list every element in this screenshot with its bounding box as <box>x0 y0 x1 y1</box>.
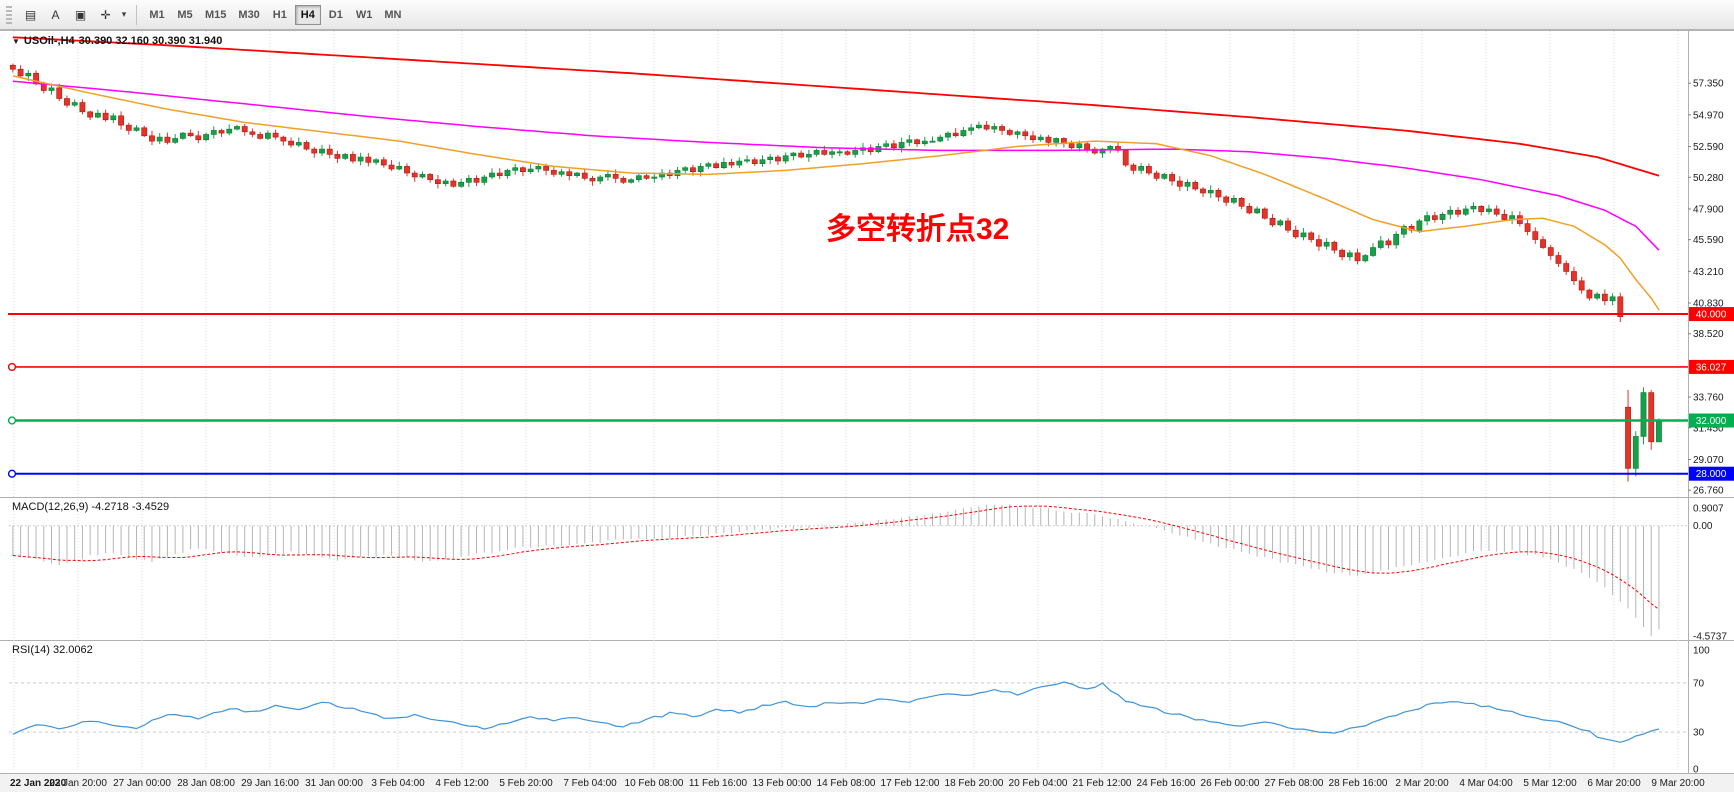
svg-text:21 Feb 12:00: 21 Feb 12:00 <box>1073 778 1132 789</box>
toolbar-grip[interactable] <box>6 5 12 24</box>
price-tag-40.000 <box>1689 307 1734 322</box>
svg-text:50.280: 50.280 <box>1693 173 1724 184</box>
svg-text:27 Jan 00:00: 27 Jan 00:00 <box>113 778 171 789</box>
toolbar-separator <box>136 4 137 25</box>
svg-text:6 Mar 20:00: 6 Mar 20:00 <box>1587 778 1641 789</box>
main-toolbar: ▤ A ▣ ✛ ▾ M1 M5 M15 M30 H1 H4 D1 W1 MN <box>0 0 1734 30</box>
horizontal-lines[interactable] <box>7 313 1688 478</box>
svg-text:7 Feb 04:00: 7 Feb 04:00 <box>563 778 617 789</box>
svg-text:20 Feb 04:00: 20 Feb 04:00 <box>1009 778 1068 789</box>
macd-signal-line <box>12 505 1660 610</box>
symbol-name: USOil-,H4 <box>23 35 75 47</box>
svg-text:30: 30 <box>1693 728 1705 739</box>
svg-text:2 Mar 20:00: 2 Mar 20:00 <box>1395 778 1449 789</box>
ma-mid-line <box>12 80 1660 251</box>
chart-tools-group: ▤ A ▣ ✛ <box>18 4 118 26</box>
timeframe-mn-button[interactable]: MN <box>379 5 406 25</box>
svg-text:28 Feb 16:00: 28 Feb 16:00 <box>1329 778 1388 789</box>
svg-text:32.000: 32.000 <box>1696 416 1727 427</box>
rsi-indicator-label: RSI(14) 32.0062 <box>12 644 93 656</box>
chart-background <box>0 30 1734 792</box>
symbol-ohlc-quote: 30.390 32.160 30.390 31.940 <box>78 35 223 47</box>
svg-text:43.210: 43.210 <box>1693 267 1724 278</box>
svg-text:5 Feb 20:00: 5 Feb 20:00 <box>499 778 553 789</box>
svg-text:10 Feb 08:00: 10 Feb 08:00 <box>625 778 684 789</box>
hline-handle[interactable] <box>7 469 17 478</box>
timeframe-h4-button[interactable]: H4 <box>294 4 321 25</box>
svg-text:45.590: 45.590 <box>1693 235 1724 246</box>
price-axis[interactable]: 57.350 54.970 52.590 50.280 47.900 45.590 43.2… <box>1688 79 1734 776</box>
svg-text:29 Jan 16:00: 29 Jan 16:00 <box>241 778 299 789</box>
objects-icon[interactable]: ▣ <box>68 4 93 26</box>
hline-handle[interactable] <box>7 416 17 425</box>
svg-text:5 Mar 12:00: 5 Mar 12:00 <box>1523 778 1577 789</box>
candlesticks <box>9 63 1662 482</box>
svg-text:31 Jan 00:00: 31 Jan 00:00 <box>305 778 363 789</box>
rsi-line <box>12 681 1660 743</box>
svg-text:31.450: 31.450 <box>1693 423 1724 434</box>
svg-text:26 Feb 00:00: 26 Feb 00:00 <box>1201 778 1260 789</box>
svg-text:4 Mar 04:00: 4 Mar 04:00 <box>1459 778 1513 789</box>
svg-text:40.000: 40.000 <box>1696 310 1727 321</box>
svg-text:0: 0 <box>1693 765 1699 776</box>
svg-text:14 Feb 08:00: 14 Feb 08:00 <box>817 778 876 789</box>
price-tag-32.000 <box>1689 413 1734 428</box>
svg-text:100: 100 <box>1693 646 1710 657</box>
moving-averages <box>12 36 1660 311</box>
svg-text:36.027: 36.027 <box>1696 362 1727 373</box>
svg-text:3 Feb 04:00: 3 Feb 04:00 <box>371 778 425 789</box>
timeframe-m5-button[interactable]: M5 <box>172 5 198 25</box>
macd-pane <box>9 504 1688 636</box>
macd-indicator-label: MACD(12,26,9) -4.2718 -3.4529 <box>12 501 170 513</box>
svg-text:0.9007: 0.9007 <box>1693 504 1724 515</box>
price-tag-28.000 <box>1689 466 1734 481</box>
timeframe-m1-button[interactable]: M1 <box>144 5 170 25</box>
chart-text-annotation[interactable]: 多空转折点32 <box>826 213 1010 246</box>
timeframe-m30-button[interactable]: M30 <box>233 5 264 25</box>
svg-text:52.590: 52.590 <box>1693 142 1724 153</box>
svg-text:40.830: 40.830 <box>1693 299 1724 310</box>
svg-text:27 Feb 08:00: 27 Feb 08:00 <box>1265 778 1324 789</box>
hline-handle[interactable] <box>7 362 17 372</box>
text-label-icon[interactable]: A <box>43 4 68 26</box>
svg-text:28 Jan 08:00: 28 Jan 08:00 <box>177 778 235 789</box>
svg-text:38.520: 38.520 <box>1693 329 1724 340</box>
svg-text:9 Mar 20:00: 9 Mar 20:00 <box>1651 778 1705 789</box>
svg-text:70: 70 <box>1693 678 1705 689</box>
price-tag-36.027 <box>1689 359 1734 374</box>
charts-grid-icon[interactable]: ▤ <box>18 4 43 26</box>
timeframe-d1-button[interactable]: D1 <box>323 5 349 25</box>
symbol-collapse-icon[interactable]: ▼ <box>12 36 20 46</box>
svg-text:54.970: 54.970 <box>1693 110 1724 121</box>
svg-text:11 Feb 16:00: 11 Feb 16:00 <box>689 778 748 789</box>
svg-text:24 Feb 16:00: 24 Feb 16:00 <box>1137 778 1196 789</box>
svg-text:29.070: 29.070 <box>1693 455 1724 466</box>
symbol-title[interactable]: ▼ USOil-,H4 30.390 32.160 30.390 31.940 <box>12 35 222 47</box>
svg-text:13 Feb 00:00: 13 Feb 00:00 <box>753 778 812 789</box>
svg-text:26.760: 26.760 <box>1693 486 1724 497</box>
crosshair-icon[interactable]: ✛ <box>93 4 118 26</box>
svg-text:23 Jan 20:00: 23 Jan 20:00 <box>49 778 107 789</box>
svg-text:0.00: 0.00 <box>1693 521 1713 532</box>
svg-text:18 Feb 20:00: 18 Feb 20:00 <box>945 778 1004 789</box>
svg-text:47.900: 47.900 <box>1693 204 1724 215</box>
timeframe-h1-button[interactable]: H1 <box>267 5 293 25</box>
ma-slow-line <box>12 36 1660 177</box>
svg-text:4 Feb 12:00: 4 Feb 12:00 <box>435 778 489 789</box>
svg-text:33.760: 33.760 <box>1693 393 1724 404</box>
svg-text:57.350: 57.350 <box>1693 79 1724 90</box>
svg-text:22 Jan 2020: 22 Jan 2020 <box>10 778 67 789</box>
rsi-pane <box>9 681 1688 743</box>
tool-dropdown-caret-icon[interactable]: ▾ <box>118 4 130 26</box>
ma-fast-line <box>12 75 1660 311</box>
svg-text:28.000: 28.000 <box>1696 469 1727 480</box>
svg-text:17 Feb 12:00: 17 Feb 12:00 <box>881 778 940 789</box>
svg-text:-4.5737: -4.5737 <box>1693 632 1727 643</box>
timeframe-w1-button[interactable]: W1 <box>351 5 378 25</box>
timeframe-group: M1 M5 M15 M30 H1 H4 D1 W1 MN <box>143 4 407 25</box>
timeframe-m15-button[interactable]: M15 <box>200 5 231 25</box>
